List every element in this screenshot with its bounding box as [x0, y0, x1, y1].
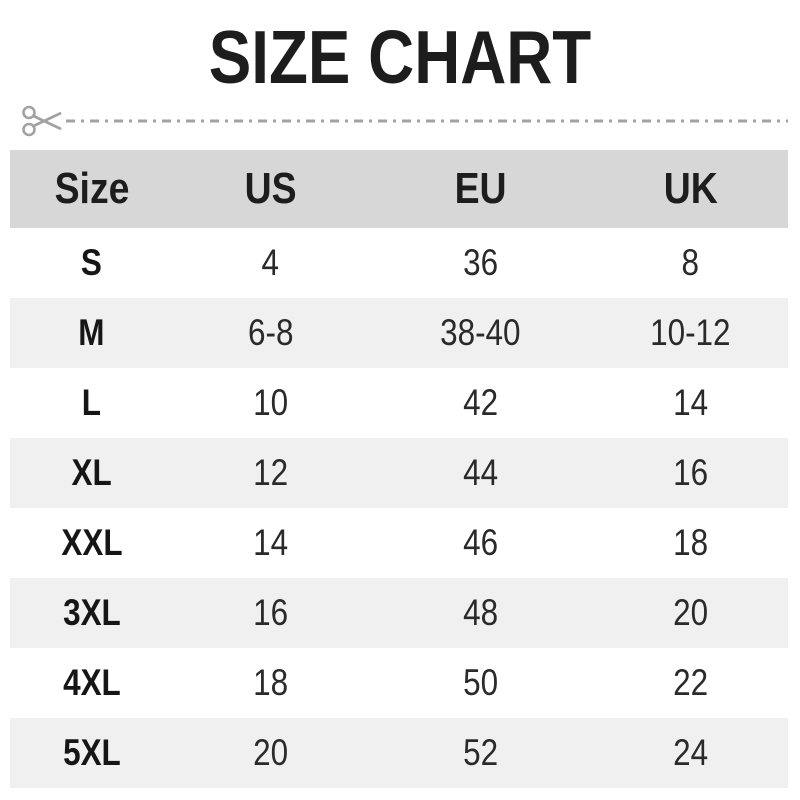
- cell-value: XXL: [61, 522, 123, 563]
- cell-value: 18: [673, 522, 709, 563]
- cell-uk: 18: [593, 508, 788, 578]
- cell-value: 38-40: [440, 312, 521, 353]
- cell-us: 4: [173, 228, 368, 298]
- cell-value: S: [81, 242, 103, 283]
- column-header-size: Size: [10, 150, 173, 228]
- column-header-label: Size: [54, 164, 130, 213]
- cell-value: 4: [261, 242, 280, 283]
- table-row-l: L 10 42 14: [10, 368, 788, 438]
- cell-value: 42: [463, 382, 499, 423]
- cell-eu: 46: [368, 508, 594, 578]
- cell-eu: 48: [368, 578, 594, 648]
- table-row-xxl: XXL 14 46 18: [10, 508, 788, 578]
- cell-value: 16: [673, 452, 709, 493]
- page-title: SIZE CHART: [0, 20, 800, 95]
- cell-size: S: [10, 228, 173, 298]
- cell-value: 4XL: [62, 662, 121, 703]
- cell-uk: 22: [593, 648, 788, 718]
- cell-value: 24: [673, 732, 709, 773]
- size-chart-page: SIZE CHART Size US EU UK S 4 36 8: [0, 20, 800, 800]
- cell-value: 20: [253, 732, 289, 773]
- cell-eu: 50: [368, 648, 594, 718]
- cell-uk: 24: [593, 718, 788, 788]
- cell-value: 20: [673, 592, 709, 633]
- cell-value: 10: [253, 382, 289, 423]
- cell-uk: 14: [593, 368, 788, 438]
- cell-value: 16: [253, 592, 289, 633]
- cell-us: 12: [173, 438, 368, 508]
- table-row-4xl: 4XL 18 50 22: [10, 648, 788, 718]
- cell-value: 5XL: [62, 732, 121, 773]
- dashed-cut-line: [66, 119, 788, 123]
- cell-value: 44: [463, 452, 499, 493]
- cell-value: 50: [463, 662, 499, 703]
- cell-eu: 36: [368, 228, 594, 298]
- cell-uk: 20: [593, 578, 788, 648]
- table-row-s: S 4 36 8: [10, 228, 788, 298]
- cell-value: 10-12: [650, 312, 731, 353]
- cell-size: 3XL: [10, 578, 173, 648]
- cell-size: L: [10, 368, 173, 438]
- table-row-xl: XL 12 44 16: [10, 438, 788, 508]
- cell-value: XL: [71, 452, 112, 493]
- cell-uk: 10-12: [593, 298, 788, 368]
- cell-value: 14: [253, 522, 289, 563]
- cell-eu: 52: [368, 718, 594, 788]
- cell-size: 5XL: [10, 718, 173, 788]
- cell-eu: 38-40: [368, 298, 594, 368]
- cell-uk: 16: [593, 438, 788, 508]
- cell-value: 36: [463, 242, 499, 283]
- cell-value: 22: [673, 662, 709, 703]
- cell-value: 8: [681, 242, 700, 283]
- cell-value: 52: [463, 732, 499, 773]
- cell-size: M: [10, 298, 173, 368]
- table-header-row: Size US EU UK: [10, 150, 788, 228]
- cell-eu: 42: [368, 368, 594, 438]
- cell-value: 46: [463, 522, 499, 563]
- size-table: Size US EU UK S 4 36 8 M 6-8 38-40 10-12…: [10, 150, 788, 788]
- column-header-label: EU: [454, 164, 507, 213]
- cell-us: 20: [173, 718, 368, 788]
- column-header-uk: UK: [593, 150, 788, 228]
- cell-size: XL: [10, 438, 173, 508]
- cell-eu: 44: [368, 438, 594, 508]
- cell-value: 48: [463, 592, 499, 633]
- cell-us: 14: [173, 508, 368, 578]
- table-row-m: M 6-8 38-40 10-12: [10, 298, 788, 368]
- cell-value: M: [78, 312, 105, 353]
- cell-value: 18: [253, 662, 289, 703]
- cell-uk: 8: [593, 228, 788, 298]
- scissors-icon: [20, 101, 62, 141]
- table-row-5xl: 5XL 20 52 24: [10, 718, 788, 788]
- cell-value: 3XL: [62, 592, 121, 633]
- column-header-us: US: [173, 150, 368, 228]
- cell-size: XXL: [10, 508, 173, 578]
- cell-us: 6-8: [173, 298, 368, 368]
- cut-line: [20, 99, 788, 143]
- cell-us: 16: [173, 578, 368, 648]
- column-header-label: UK: [663, 164, 718, 213]
- cell-size: 4XL: [10, 648, 173, 718]
- cell-value: L: [82, 382, 102, 423]
- cell-value: 6-8: [247, 312, 294, 353]
- page-title-text: SIZE CHART: [208, 15, 592, 99]
- cell-us: 10: [173, 368, 368, 438]
- cell-value: 14: [673, 382, 709, 423]
- cell-us: 18: [173, 648, 368, 718]
- column-header-eu: EU: [368, 150, 594, 228]
- cell-value: 12: [253, 452, 289, 493]
- column-header-label: US: [244, 164, 297, 213]
- table-row-3xl: 3XL 16 48 20: [10, 578, 788, 648]
